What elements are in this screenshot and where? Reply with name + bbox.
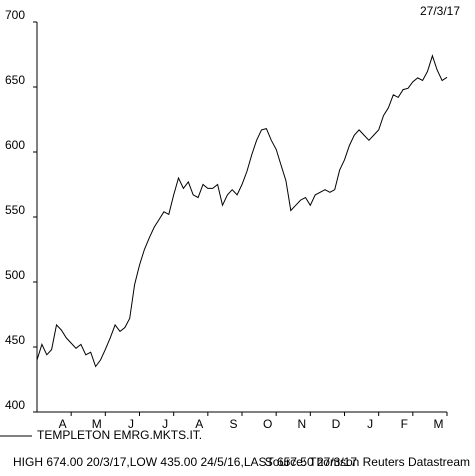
x-tick-label: J (162, 417, 168, 431)
x-tick-label: D (332, 417, 341, 431)
y-tick-label: 700 (5, 8, 25, 22)
x-tick-label: F (401, 417, 408, 431)
series-title: TEMPLETON EMRG.MKTS.IT. (37, 428, 202, 442)
y-tick-label: 400 (5, 398, 25, 412)
y-tick-label: 500 (5, 268, 25, 282)
price-line (36, 54, 448, 368)
footer: HIGH 674.00 20/3/17,LOW 435.00 24/5/16,L… (13, 455, 357, 469)
x-tick-label: J (128, 417, 134, 431)
x-tick-label: S (229, 417, 237, 431)
y-tick-label: 650 (5, 73, 25, 87)
x-tick-label: N (297, 417, 306, 431)
x-tick-label: O (263, 417, 272, 431)
date: 27/3/17 (420, 4, 460, 18)
x-tick-label: A (195, 417, 203, 431)
y-tick-label: 600 (5, 138, 25, 152)
source: Source: Thomson Reuters Datastream (265, 455, 470, 469)
x-tick-label: J (367, 417, 373, 431)
y-tick-label: 550 (5, 203, 25, 217)
x-tick-label: A (59, 417, 67, 431)
y-tick-label: 450 (5, 333, 25, 347)
x-tick-label: M (433, 417, 443, 431)
x-tick-label: M (92, 417, 102, 431)
